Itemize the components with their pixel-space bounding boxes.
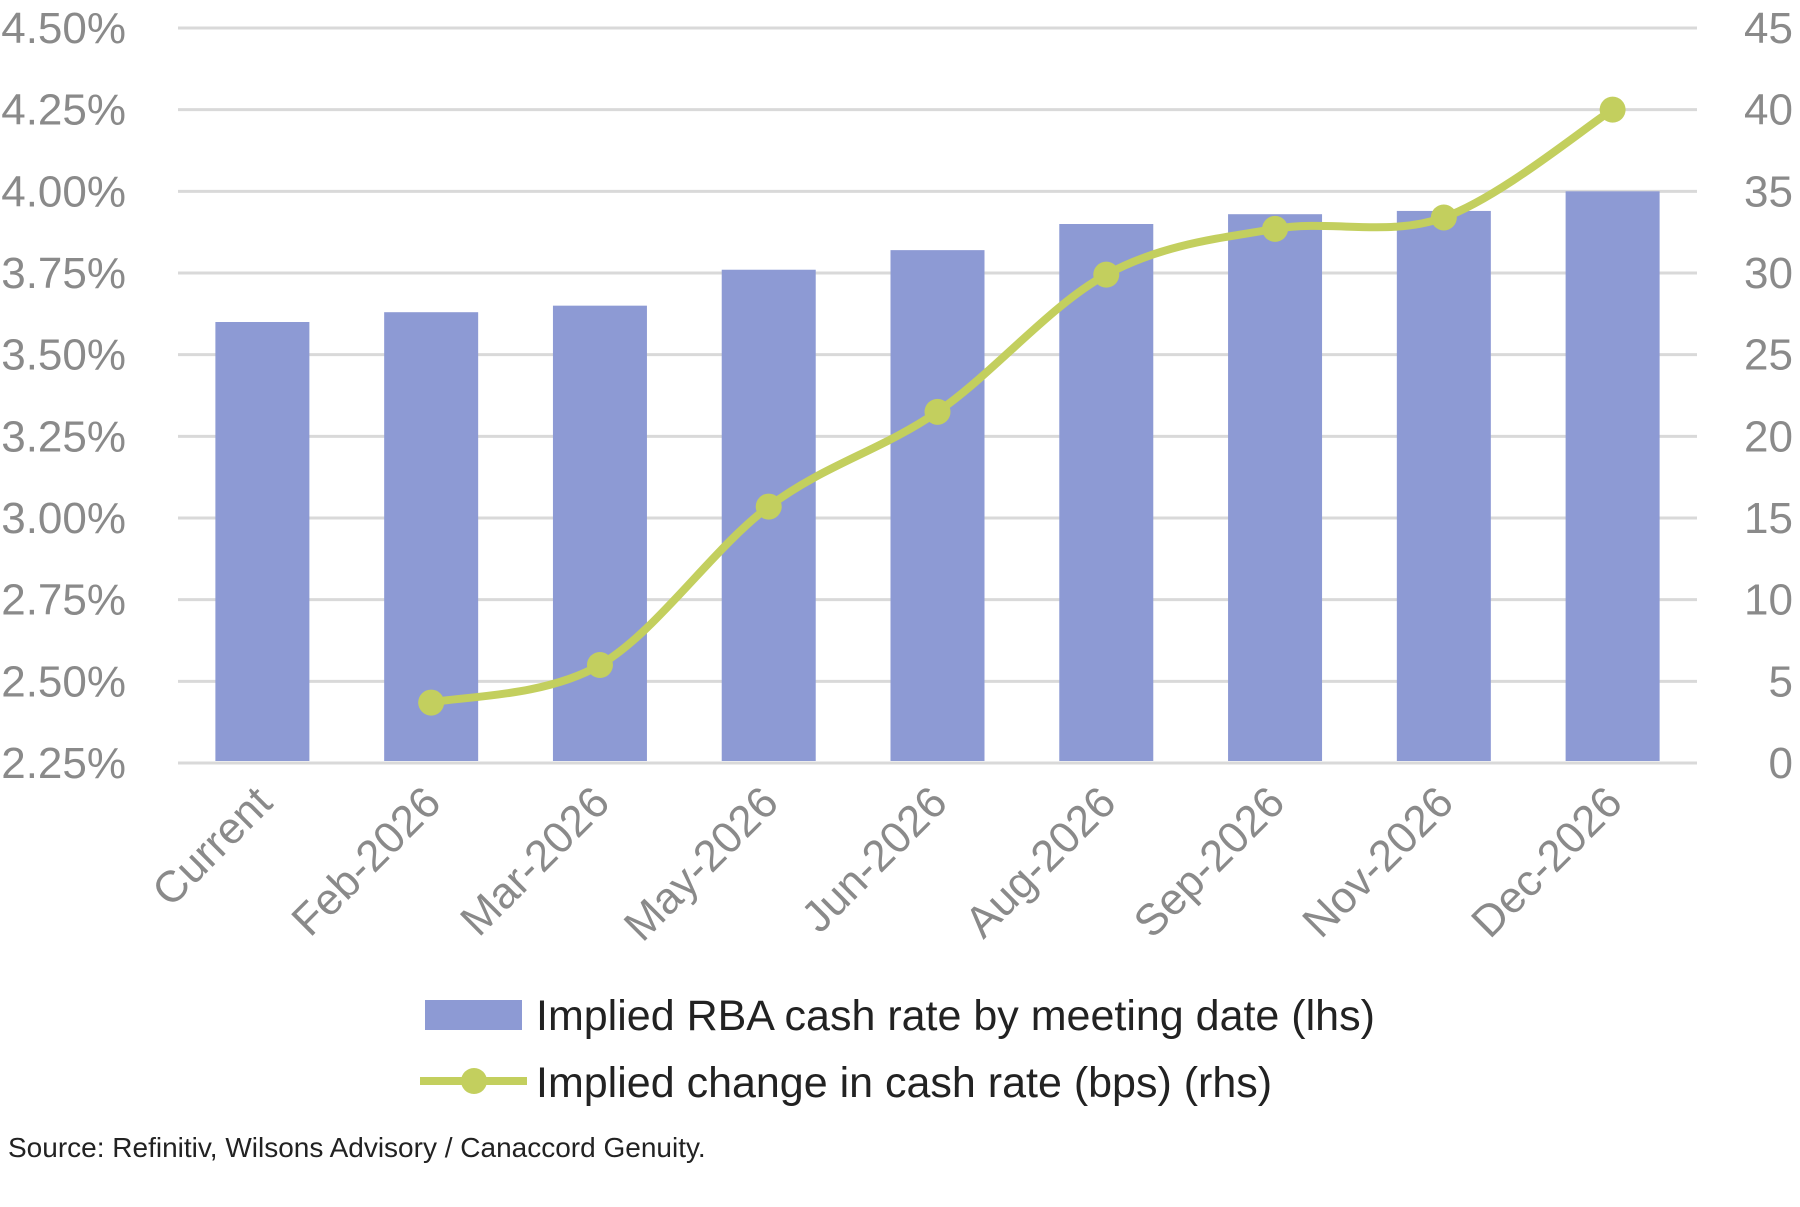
legend-bar-label: Implied RBA cash rate by meeting date (l…: [536, 992, 1375, 1040]
bar: [384, 312, 479, 761]
right-axis: 0 5 10 15 20 25 30 35 40 45: [1744, 4, 1793, 788]
line-point: [755, 493, 782, 520]
x-tick-label: Nov-2026: [1293, 777, 1463, 947]
line-point: [418, 689, 445, 716]
line-point: [586, 652, 613, 678]
left-tick-label: 3.25%: [1, 412, 126, 461]
bar: [1565, 191, 1660, 762]
left-tick-label: 3.00%: [1, 494, 126, 543]
left-tick-label: 3.75%: [1, 249, 126, 298]
line-point: [1430, 204, 1457, 231]
right-tick-label: 35: [1744, 167, 1793, 216]
legend-line-label: Implied change in cash rate (bps) (rhs): [536, 1059, 1272, 1107]
left-tick-label: 2.50%: [1, 657, 126, 706]
x-tick-label: Sep-2026: [1125, 777, 1295, 947]
line-series: [418, 96, 1626, 716]
left-tick-label: 4.50%: [1, 4, 126, 53]
line-point: [1599, 96, 1626, 123]
line-point: [1093, 261, 1120, 288]
x-tick-label: May-2026: [615, 777, 788, 950]
right-tick-label: 25: [1744, 331, 1793, 380]
right-tick-label: 30: [1744, 249, 1793, 298]
x-tick-label: Mar-2026: [451, 777, 619, 945]
bar: [1059, 224, 1154, 761]
right-tick-label: 15: [1744, 494, 1793, 543]
bar-series: [215, 191, 1660, 762]
right-tick-label: 0: [1769, 739, 1793, 788]
x-tick-label: Feb-2026: [282, 777, 450, 945]
x-tick-label: Dec-2026: [1462, 777, 1632, 947]
bar: [552, 305, 647, 761]
left-tick-label: 4.25%: [1, 86, 126, 135]
line-point: [924, 398, 951, 425]
bar: [890, 250, 985, 761]
left-tick-label: 2.25%: [1, 739, 126, 788]
left-tick-label: 4.00%: [1, 167, 126, 216]
right-tick-label: 5: [1769, 657, 1793, 706]
legend: Implied RBA cash rate by meeting date (l…: [420, 992, 1375, 1107]
bar: [1228, 214, 1323, 761]
line-point: [1262, 215, 1289, 242]
legend-bar-swatch: [425, 1000, 522, 1030]
left-tick-label: 2.75%: [1, 576, 126, 625]
x-tick-label: Jun-2026: [792, 777, 956, 941]
bar: [215, 322, 310, 761]
right-tick-label: 10: [1744, 576, 1793, 625]
bar: [1396, 210, 1491, 761]
x-tick-label: Aug-2026: [956, 777, 1126, 947]
right-tick-label: 40: [1744, 86, 1793, 135]
line-path: [427, 105, 1617, 707]
legend-line-marker: [461, 1068, 487, 1094]
left-tick-label: 3.50%: [1, 331, 126, 380]
x-tick-label: Current: [143, 777, 281, 915]
right-tick-label: 20: [1744, 412, 1793, 461]
left-axis: 2.25% 2.50% 2.75% 3.00% 3.25% 3.50% 3.75% 4.00%…: [1, 4, 126, 788]
source-note: Source: Refinitiv, Wilsons Advisory / Ca…: [8, 1132, 706, 1163]
right-tick-label: 45: [1744, 4, 1793, 53]
